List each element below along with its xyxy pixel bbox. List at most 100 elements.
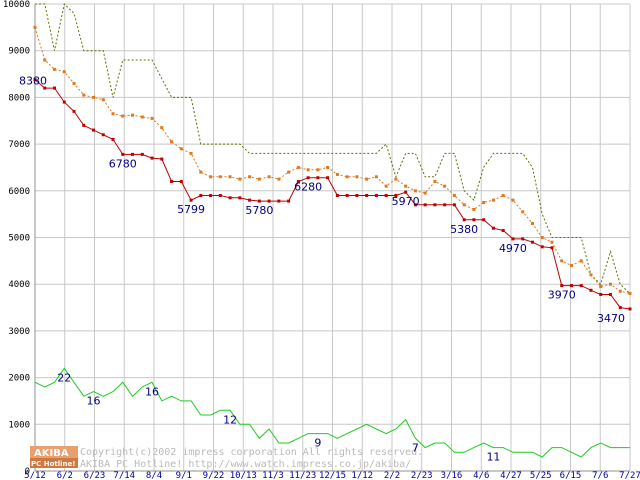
series-min-point <box>384 193 388 197</box>
akiba-logo: AKIBA PC Hotline! <box>30 446 78 468</box>
series-min-point <box>394 193 398 197</box>
series-avg-point <box>248 175 252 179</box>
y-tick-label: 0 <box>25 467 30 477</box>
series-avg-point <box>199 170 203 174</box>
series-min-point <box>111 137 115 141</box>
data-label: 7 <box>412 441 419 454</box>
x-tick-label: 12/15 <box>319 471 346 480</box>
x-tick-label: 4/27 <box>500 471 522 480</box>
series-max-line <box>35 3 631 294</box>
series-min-point <box>287 199 291 203</box>
data-label: 3970 <box>548 289 576 302</box>
data-label: 9 <box>314 437 321 450</box>
x-tick-label: 6/23 <box>84 471 106 480</box>
y-tick-label: 8000 <box>8 93 30 103</box>
series-min-point <box>589 288 593 292</box>
series-avg-point <box>365 177 369 181</box>
series-min-point <box>43 86 47 90</box>
y-tick-label: 7000 <box>8 140 30 150</box>
site-url-text: AKIBA PC Hotline! http://www.watch.impre… <box>80 459 411 470</box>
y-tick-label: 10000 <box>3 0 30 10</box>
series-min-point <box>199 193 203 197</box>
series-min-point <box>101 133 105 137</box>
series-min-point <box>540 245 544 249</box>
series-avg-point <box>482 200 486 204</box>
x-tick-label: 6/2 <box>57 471 73 480</box>
data-label: 5970 <box>392 195 420 208</box>
series-min-point <box>248 198 252 202</box>
series-min-point <box>579 284 583 288</box>
series-avg-point <box>53 67 57 71</box>
y-tick-label: 1000 <box>8 420 30 430</box>
x-tick-label: 6/15 <box>560 471 582 480</box>
series-avg-point <box>618 289 622 293</box>
series-min-point <box>472 218 476 222</box>
series-min-point <box>316 176 320 180</box>
series-min-point <box>218 193 222 197</box>
series-min-point <box>404 190 408 194</box>
series-avg-point <box>540 236 544 239</box>
series-avg-point <box>423 191 427 195</box>
series-avg-point <box>569 264 573 268</box>
series-avg-point <box>287 170 291 174</box>
series-avg-point <box>131 113 135 117</box>
series-min-point <box>72 109 76 113</box>
series-avg-point <box>150 116 154 120</box>
series-avg-point <box>121 114 125 118</box>
series-avg-point <box>267 175 271 179</box>
data-labels: 8380 6780 5799 5780 6280 5970 5380 4970 3970 3470… <box>19 75 625 464</box>
series-avg-point <box>326 165 330 169</box>
data-label: 3470 <box>597 312 625 325</box>
series-avg-point <box>228 175 232 179</box>
copyright-text: Copyright(c)2002 impress corporation All… <box>80 447 423 458</box>
series-min-point <box>131 152 135 156</box>
series-min-point <box>599 292 603 296</box>
series-min-point <box>160 157 164 161</box>
series-avg-point <box>72 81 76 85</box>
series-avg-point <box>501 193 505 197</box>
series-min-point <box>277 199 281 203</box>
data-label: 22 <box>57 371 71 384</box>
series-min-point <box>628 307 632 311</box>
series-min-point <box>462 218 466 222</box>
series-avg-point <box>589 273 593 277</box>
series-min-point <box>501 228 505 232</box>
series-min-point <box>238 196 242 200</box>
series-avg-point <box>101 98 105 102</box>
series-avg-point <box>628 292 632 296</box>
series-min-point <box>179 179 183 183</box>
x-tick-label: 7/6 <box>592 471 608 480</box>
series-avg-point <box>277 177 281 181</box>
series-min-point <box>365 193 369 197</box>
series-min-point <box>521 237 525 241</box>
data-label: 12 <box>223 413 237 426</box>
series-avg-point <box>257 177 261 181</box>
series-avg-point <box>335 172 339 176</box>
series-avg-point <box>521 210 525 214</box>
series-min-point <box>170 179 174 183</box>
series-min-point <box>326 176 330 180</box>
series-avg-point <box>355 175 359 179</box>
series-min-line <box>34 79 631 310</box>
series-avg-point <box>316 168 320 172</box>
series-avg-point <box>413 189 417 193</box>
series-avg-point <box>179 147 183 151</box>
y-tick-label: 4000 <box>8 280 30 290</box>
x-axis-labels: 5/12 6/2 6/23 7/14 8/4 9/1 9/22 10/13 11/3 11/23 1… <box>24 471 640 480</box>
data-label: 5799 <box>177 203 205 216</box>
series-avg-point <box>511 198 515 202</box>
series-avg-point <box>404 184 408 188</box>
series-min-point <box>511 237 515 241</box>
series-avg-point <box>462 203 466 207</box>
logo-top-text: AKIBA <box>34 448 69 459</box>
grid-lines <box>34 3 631 472</box>
series-lines <box>33 3 632 458</box>
series-avg-point <box>43 58 47 62</box>
series-avg-point <box>550 240 554 244</box>
series-min-point <box>209 193 213 197</box>
series-avg-point <box>384 184 388 188</box>
x-tick-label: 5/25 <box>530 471 552 480</box>
y-tick-label: 2000 <box>8 374 30 384</box>
series-min-point <box>482 218 486 222</box>
